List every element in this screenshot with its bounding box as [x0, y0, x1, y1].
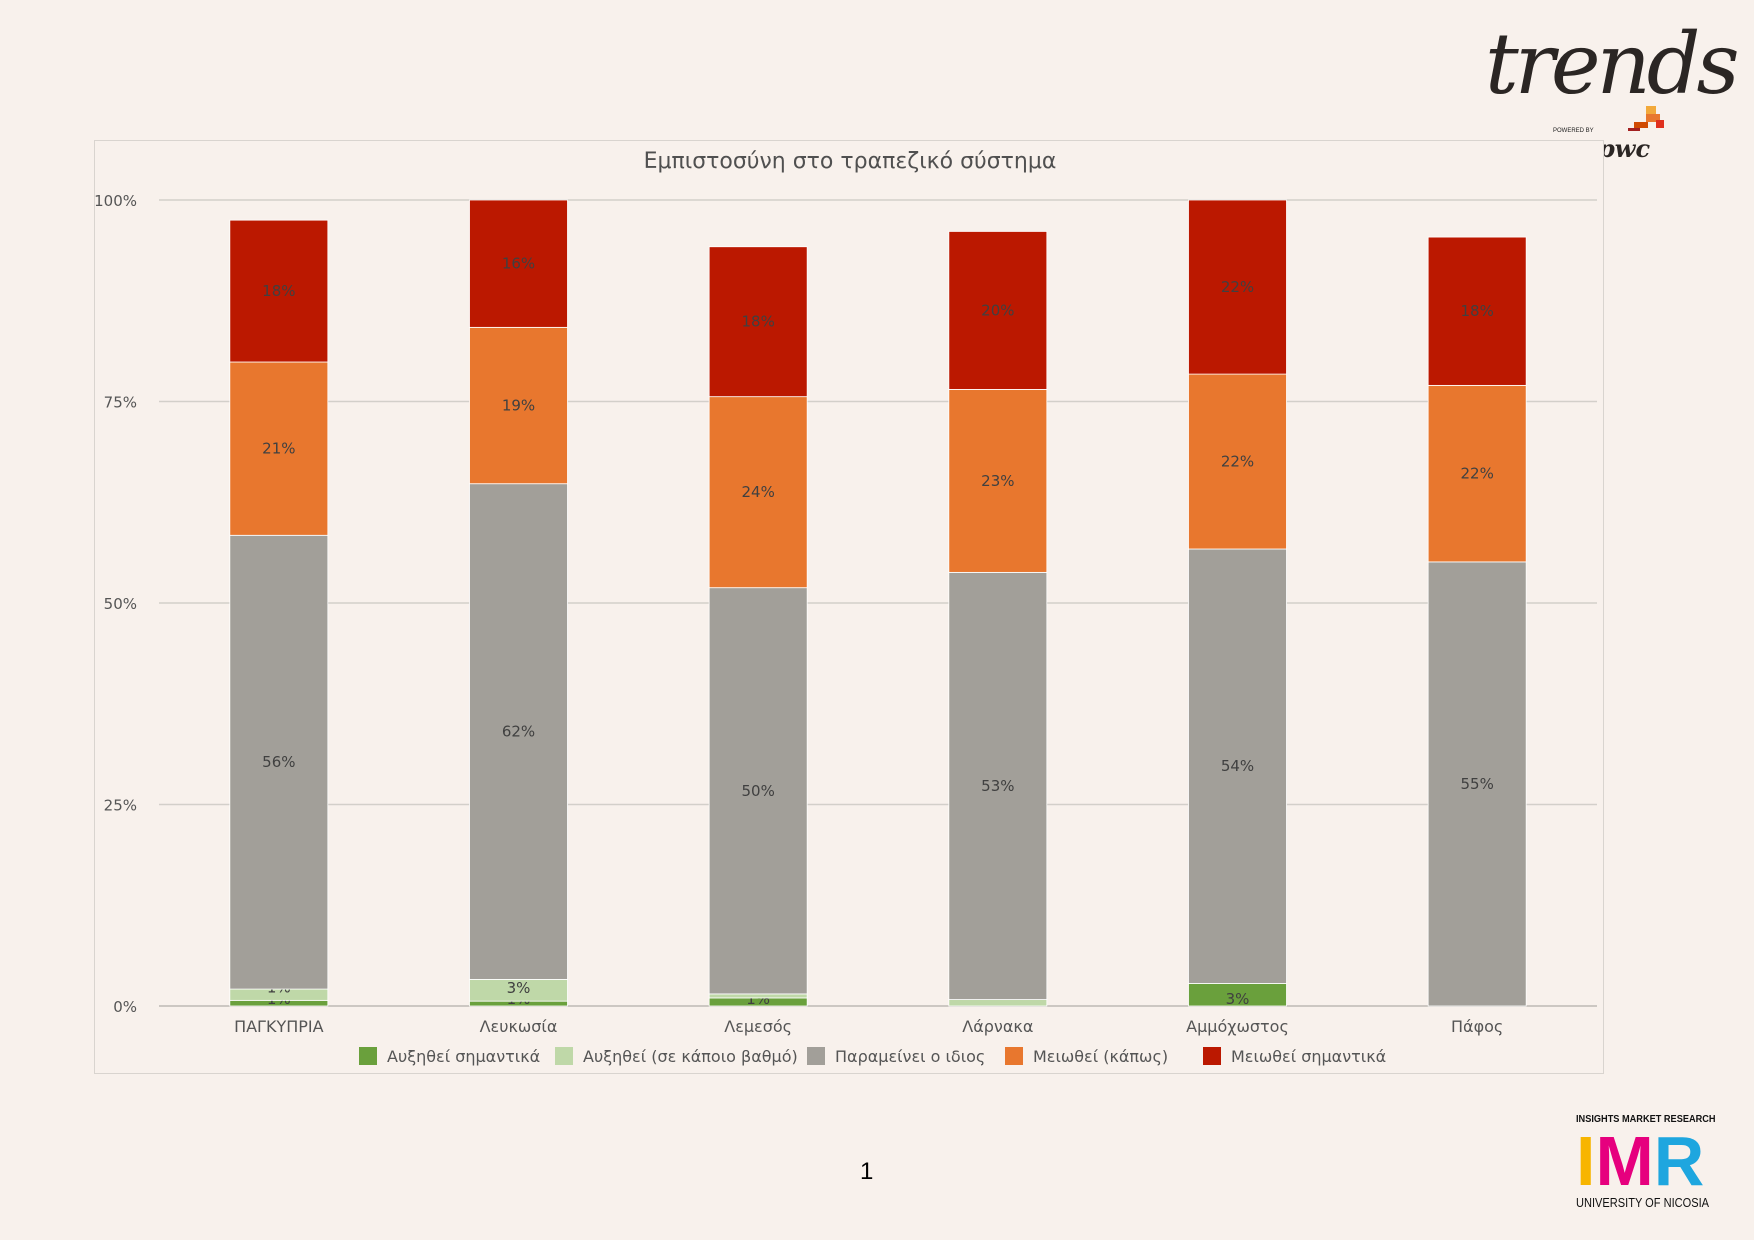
x-category-label: ΠΑΓΚΥΠΡΙΑ	[234, 1017, 324, 1036]
data-label: 22%	[1221, 278, 1254, 296]
legend-swatch	[1005, 1047, 1023, 1065]
x-category-label: Πάφος	[1451, 1017, 1503, 1036]
imr-logo-top-text: INSIGHTS MARKET RESEARCH	[1576, 1114, 1716, 1125]
bar-segment	[948, 231, 1048, 390]
data-label: 55%	[1460, 775, 1493, 793]
data-label: 54%	[1221, 757, 1254, 775]
y-tick-label: 50%	[104, 595, 137, 613]
trends-logo: trends	[1485, 15, 1740, 113]
data-label: 18%	[741, 313, 774, 331]
y-tick-label: 100%	[95, 192, 137, 210]
stacked-bar-chart: Εμπιστοσύνη στο τραπεζικό σύστημα 0% 25% 50…	[94, 149, 1597, 1066]
data-label: 23%	[981, 472, 1014, 490]
legend-swatch	[555, 1047, 573, 1065]
x-category-label: Αμμόχωστος	[1186, 1017, 1289, 1036]
bar-segment	[469, 483, 568, 980]
imr-letter-r: R	[1653, 1122, 1705, 1200]
y-tick-label: 25%	[104, 797, 137, 815]
legend-label: Αυξηθεί (σε κάποιο βαθμό)	[583, 1047, 798, 1066]
legend-label: Μειωθεί σημαντικά	[1231, 1047, 1386, 1066]
data-label: 21%	[262, 440, 295, 458]
bar-segment	[1427, 236, 1527, 386]
imr-letter-i: I	[1576, 1122, 1596, 1200]
pwc-logo-squares	[1628, 106, 1664, 131]
x-category-label: Λεμεσός	[724, 1017, 792, 1036]
x-category-label: Λευκωσία	[480, 1017, 558, 1036]
legend-swatch	[807, 1047, 825, 1065]
y-tick-label: 75%	[104, 394, 137, 412]
bar-segment	[1427, 384, 1527, 563]
data-label: 56%	[262, 753, 295, 771]
bar-segment	[948, 571, 1048, 1000]
data-label: 20%	[981, 301, 1014, 319]
page-number: 1	[860, 1158, 874, 1185]
data-label: 3%	[1226, 990, 1250, 1008]
chart-title: Εμπιστοσύνη στο τραπεζικό σύστημα	[644, 149, 1057, 174]
data-label: 18%	[262, 282, 295, 300]
bar-segment	[1188, 373, 1287, 550]
data-label: 22%	[1221, 453, 1254, 471]
chart-area: Εμπιστοσύνη στο τραπεζικό σύστημα 0% 25% 50…	[94, 140, 1604, 1074]
data-label: 62%	[502, 723, 535, 741]
x-category-label: Λάρνακα	[962, 1017, 1033, 1036]
bar-segment	[229, 219, 329, 363]
bar-segment	[708, 396, 808, 589]
pwc-logo: pwc	[1598, 134, 1651, 163]
data-label: 50%	[741, 782, 774, 800]
bar-segment	[948, 389, 1048, 573]
legend-label: Παραμείνει ο ιδιος	[835, 1047, 985, 1066]
legend-swatch	[1203, 1047, 1221, 1065]
bar-segment	[708, 246, 808, 398]
bar-segment	[229, 534, 329, 990]
powered-by-label: POWERED BY	[1553, 128, 1594, 134]
imr-logo-bottom-text: UNIVERSITY OF NICOSIA	[1576, 1195, 1710, 1210]
bar-segment	[469, 326, 568, 485]
data-label: 22%	[1460, 465, 1493, 483]
data-label: 16%	[502, 255, 535, 273]
bar-segment	[1427, 561, 1527, 1007]
imr-logo: INSIGHTS MARKET RESEARCH I M R UNIVERSIT…	[1576, 1114, 1726, 1210]
bar-segment	[1188, 548, 1287, 984]
legend-label: Αυξηθεί σημαντικά	[387, 1047, 540, 1066]
data-label: 19%	[502, 397, 535, 415]
data-label: 53%	[981, 777, 1014, 795]
bar-segment	[469, 199, 568, 328]
bar-segment	[708, 993, 808, 999]
bar-segment	[229, 361, 329, 536]
legend-swatch	[359, 1047, 377, 1065]
legend-label: Μειωθεί (κάπως)	[1033, 1047, 1168, 1066]
data-label: 18%	[1460, 302, 1493, 320]
imr-logo-letters: I M R	[1576, 1122, 1726, 1200]
bar-segment	[708, 587, 808, 995]
y-tick-label: 0%	[113, 998, 137, 1016]
imr-letter-m: M	[1595, 1122, 1654, 1200]
bar-segment	[1188, 199, 1287, 375]
data-label: 24%	[741, 483, 774, 501]
data-label: 3%	[507, 979, 531, 997]
